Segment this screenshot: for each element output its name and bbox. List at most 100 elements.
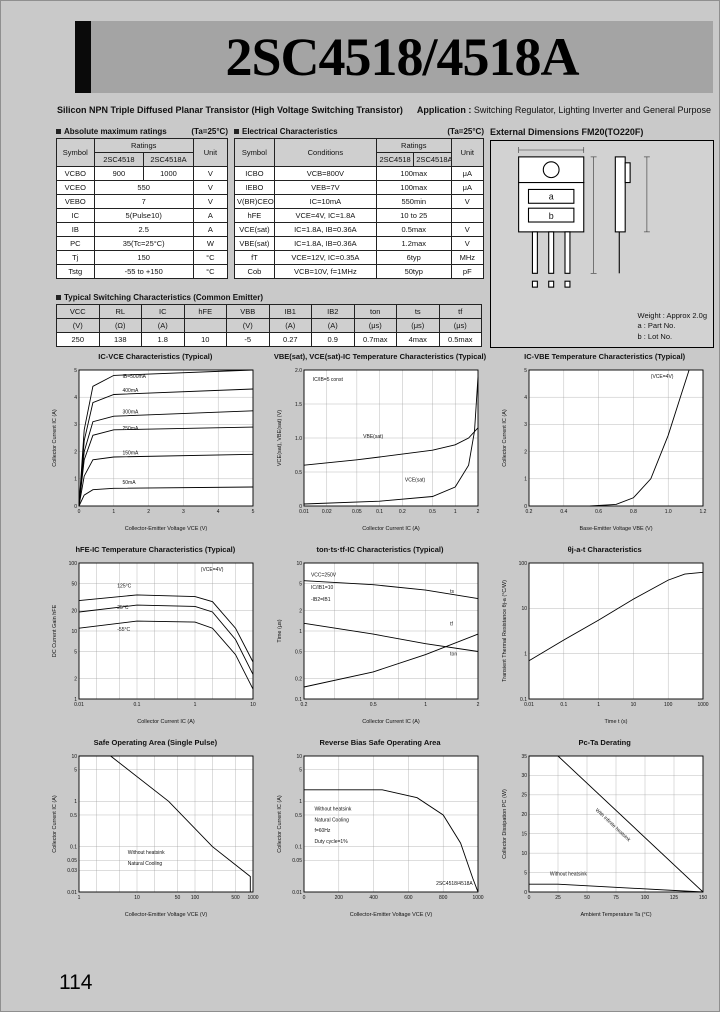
- svg-text:5: 5: [75, 368, 78, 374]
- svg-text:Collector Current IC (A): Collector Current IC (A): [277, 795, 283, 853]
- chart-rbsoa: Reverse Bias Safe Operating Area 0 200 400…: [272, 738, 489, 918]
- svg-text:Collector Current IC (A): Collector Current IC (A): [52, 795, 58, 853]
- switching-title: Typical Switching Characteristics (Commo…: [56, 293, 263, 302]
- chart-pc-ta-derating: Pc-Ta Derating 0 25 50 75 100 125 150 0 5 10 15 20 2…: [496, 738, 713, 918]
- svg-text:0.1: 0.1: [295, 697, 302, 703]
- svg-text:75: 75: [613, 895, 619, 901]
- table-row: PC 35(Tc=25°C) W: [56, 236, 229, 251]
- table-cell: 4max: [396, 332, 440, 347]
- table-cell: VCEO: [56, 180, 95, 195]
- table-row: VCEO 550 V: [56, 180, 229, 195]
- svg-text:VCE(sat), VBE(sat) (V): VCE(sat), VBE(sat) (V): [277, 410, 283, 466]
- table-cell: V: [192, 166, 229, 181]
- note-lot-no: b : Lot No.: [637, 331, 673, 341]
- table-cell: 550: [93, 180, 194, 195]
- table-row: Tj 150 °C: [56, 250, 229, 265]
- column-header: Symbol: [234, 138, 275, 167]
- svg-text:0.01: 0.01: [299, 509, 309, 515]
- svg-text:Collector Dissipation PC (W): Collector Dissipation PC (W): [502, 789, 508, 859]
- svg-text:10: 10: [135, 895, 141, 901]
- chart-title: Safe Operating Area (Single Pulse): [93, 738, 218, 747]
- svg-text:Collector Current IC (A): Collector Current IC (A): [502, 409, 508, 467]
- table-row: IC 5(Pulse10) A: [56, 208, 229, 223]
- svg-text:125°C: 125°C: [118, 583, 132, 589]
- chart-title: Reverse Bias Safe Operating Area: [319, 738, 441, 747]
- svg-text:Collector Current IC (A): Collector Current IC (A): [362, 719, 420, 725]
- svg-text:1: 1: [113, 509, 116, 515]
- column-header: 2SC4518A: [413, 152, 452, 167]
- svg-text:10: 10: [251, 702, 257, 708]
- chart-title: IC-VBE Temperature Characteristics (Typi…: [524, 352, 686, 361]
- table-cell: 35(Tc=25°C): [93, 236, 194, 251]
- absolute-maximum-ratings-section: Absolute maximum ratings (Ta=25°C) Symbo…: [56, 127, 229, 279]
- abs-max-title: Absolute maximum ratings: [56, 127, 167, 136]
- svg-text:0.1: 0.1: [376, 509, 383, 515]
- svg-text:Without heatsink: Without heatsink: [550, 872, 587, 878]
- table-cell: VCE=12V, IC=0.35A: [273, 250, 377, 265]
- table-row: VCBO 900 1000 V: [56, 166, 229, 181]
- table-cell: IB2: [311, 304, 355, 319]
- svg-text:VBE(sat): VBE(sat): [363, 434, 383, 440]
- svg-text:Natural Cooling: Natural Cooling: [128, 861, 163, 867]
- table-header-row: 2SC4518 2SC4518A: [57, 152, 228, 167]
- svg-text:0.5: 0.5: [70, 813, 77, 819]
- table-cell: hFE: [183, 304, 227, 319]
- svg-text:10: 10: [72, 754, 78, 760]
- table-row: fT VCE=12V, IC=0.35A 6typ MHz: [234, 250, 485, 265]
- electrical-condition: (Ta=25°C): [447, 127, 484, 136]
- svg-text:200: 200: [335, 895, 344, 901]
- external-dimensions-title: External Dimensions FM20(TO220F): [490, 127, 644, 137]
- application-line: Application : Switching Regulator, Light…: [417, 105, 711, 115]
- table-row: ICBO VCB=800V 100max μA: [234, 166, 485, 181]
- table-cell: tf: [438, 304, 482, 319]
- svg-text:10: 10: [521, 851, 527, 857]
- note-part-no: a : Part No.: [637, 321, 676, 330]
- table-cell: IB: [56, 222, 95, 237]
- table-cell: IEBO: [234, 180, 275, 195]
- table-cell: μA: [450, 180, 485, 195]
- svg-text:0.01: 0.01: [292, 890, 302, 896]
- svg-text:0: 0: [303, 895, 306, 901]
- svg-text:4: 4: [524, 395, 527, 401]
- svg-text:2: 2: [477, 509, 480, 515]
- table-cell: (μs): [353, 318, 397, 333]
- svg-text:0.05: 0.05: [68, 858, 78, 864]
- svg-text:1: 1: [75, 697, 78, 703]
- table-cell: V: [192, 194, 229, 209]
- dimension-lines: [518, 147, 650, 274]
- column-header: Unit: [192, 138, 229, 167]
- svg-text:0.1: 0.1: [295, 844, 302, 850]
- column-header: Ratings: [93, 138, 194, 153]
- svg-text:3: 3: [75, 422, 78, 428]
- svg-text:0.5: 0.5: [295, 470, 302, 476]
- svg-text:1: 1: [524, 477, 527, 483]
- table-cell: 0.5max: [438, 332, 482, 347]
- svg-text:1000: 1000: [697, 702, 708, 708]
- chart-soa: Safe Operating Area (Single Pulse) 1 10 50…: [47, 738, 264, 918]
- svg-text:0.1: 0.1: [134, 702, 141, 708]
- svg-text:10: 10: [296, 754, 302, 760]
- svg-text:1.0: 1.0: [295, 436, 302, 442]
- svg-text:30: 30: [521, 773, 527, 779]
- chart-title: hFE-IC Temperature Characteristics (Typi…: [75, 545, 236, 554]
- svg-text:0.1: 0.1: [560, 702, 567, 708]
- svg-text:2: 2: [148, 509, 151, 515]
- table-cell: 50typ: [375, 264, 452, 279]
- weight-note: Weight : Approx 2.0g: [637, 310, 708, 320]
- table-cell: Cob: [234, 264, 275, 279]
- svg-text:DC Current Gain hFE: DC Current Gain hFE: [52, 604, 58, 657]
- svg-text:3: 3: [182, 509, 185, 515]
- part-number-title: 2SC4518/4518A: [225, 27, 579, 87]
- application-text: Switching Regulator, Lighting Inverter a…: [473, 105, 711, 115]
- svg-text:0.2: 0.2: [301, 702, 308, 708]
- table-cell: IC=1.8A, IB=0.36A: [273, 222, 377, 237]
- table-cell: (A): [268, 318, 312, 333]
- svg-text:1000: 1000: [248, 895, 259, 901]
- title-accent-block: [75, 21, 91, 93]
- svg-text:IC/IB1=10: IC/IB1=10: [311, 585, 334, 591]
- column-header: Ratings: [375, 138, 452, 153]
- svg-text:500: 500: [232, 895, 241, 901]
- svg-text:50mA: 50mA: [123, 480, 137, 486]
